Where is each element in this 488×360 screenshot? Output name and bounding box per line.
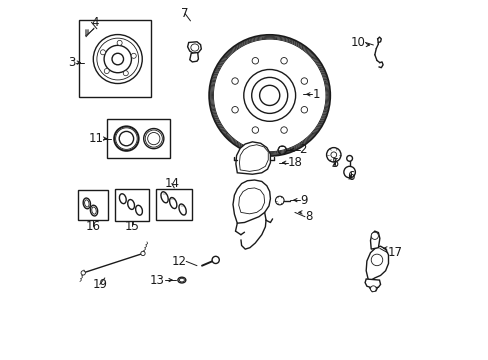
Text: 1: 1 [311,88,319,101]
Text: 12: 12 [171,255,186,268]
Polygon shape [235,142,270,174]
Circle shape [112,53,123,65]
Text: 14: 14 [164,177,179,190]
Circle shape [147,132,160,145]
Circle shape [209,36,329,155]
Circle shape [231,78,238,84]
Circle shape [123,71,128,76]
Text: 4: 4 [91,16,99,29]
Circle shape [370,254,382,266]
Text: 6: 6 [346,170,354,183]
Circle shape [301,107,307,113]
Circle shape [114,126,139,151]
Circle shape [210,36,328,154]
Circle shape [251,77,287,113]
Circle shape [212,256,219,264]
Text: 18: 18 [287,156,302,169]
Circle shape [100,50,105,55]
Text: 11: 11 [88,132,103,145]
Circle shape [81,271,85,275]
Circle shape [117,40,122,45]
Circle shape [244,69,295,121]
Polygon shape [187,42,201,53]
Text: 17: 17 [387,246,402,259]
Polygon shape [238,188,264,214]
Circle shape [131,53,136,58]
Circle shape [97,38,139,80]
Circle shape [370,232,378,239]
Circle shape [145,130,162,147]
Polygon shape [189,53,198,62]
Polygon shape [232,180,270,223]
Circle shape [209,35,329,156]
Circle shape [104,68,109,73]
Circle shape [280,127,287,133]
Circle shape [252,58,258,64]
Text: 2: 2 [299,143,306,156]
Circle shape [259,85,279,105]
Text: 13: 13 [149,274,164,287]
Circle shape [93,35,142,84]
Polygon shape [370,231,379,249]
Circle shape [141,251,145,256]
Text: 16: 16 [85,220,100,233]
Text: 15: 15 [124,220,140,233]
Text: 10: 10 [350,36,365,49]
Circle shape [252,127,258,133]
Circle shape [301,78,307,84]
Circle shape [346,156,352,161]
Circle shape [343,166,355,178]
Polygon shape [365,279,380,288]
Text: 19: 19 [92,278,107,291]
Circle shape [119,131,133,146]
Text: 9: 9 [300,194,307,207]
Polygon shape [366,246,387,282]
Circle shape [280,58,287,64]
Text: 5: 5 [330,157,338,170]
Text: 8: 8 [305,210,312,223]
Circle shape [370,286,375,292]
Text: 3: 3 [68,56,76,69]
Polygon shape [239,145,268,171]
Circle shape [104,45,131,73]
Circle shape [231,107,238,113]
Circle shape [326,148,340,162]
Circle shape [143,129,163,149]
Circle shape [116,128,137,149]
Polygon shape [369,281,377,292]
Text: 7: 7 [181,7,188,20]
Circle shape [330,152,336,158]
